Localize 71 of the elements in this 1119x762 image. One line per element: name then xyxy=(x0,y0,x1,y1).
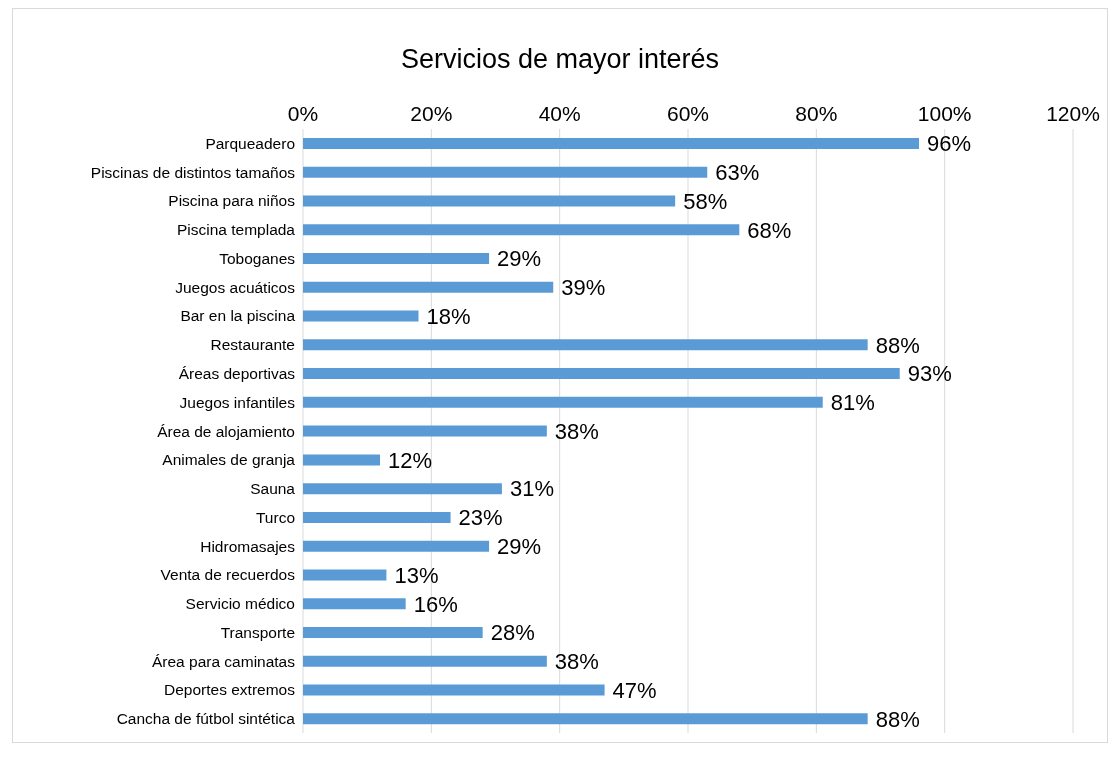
bar xyxy=(303,569,387,581)
y-tick-label: Área de alojamiento xyxy=(157,422,295,440)
data-label: 23% xyxy=(458,505,503,531)
bar xyxy=(303,483,502,495)
bar xyxy=(303,425,547,437)
x-tick-label: 60% xyxy=(666,102,710,125)
y-tick-label: Juegos acuáticos xyxy=(175,278,296,296)
bar xyxy=(303,224,740,236)
data-label: 38% xyxy=(554,418,599,444)
y-tick-label: Transporte xyxy=(220,623,295,641)
x-tick-label: 0% xyxy=(287,102,319,125)
bar xyxy=(303,655,547,667)
data-label: 13% xyxy=(394,562,439,588)
y-tick-label: Área para caminatas xyxy=(151,652,296,670)
y-tick-label: Toboganes xyxy=(219,249,296,267)
data-label: 29% xyxy=(497,533,542,559)
y-tick-label: Animales de granja xyxy=(162,451,296,469)
y-tick-label: Sauna xyxy=(250,480,296,498)
x-tick-label: 40% xyxy=(538,102,581,125)
data-label: 68% xyxy=(747,217,792,243)
bar xyxy=(303,339,868,351)
bar xyxy=(303,540,490,552)
y-tick-label: Piscinas de distintos tamaños xyxy=(90,163,296,181)
bar xyxy=(303,511,451,523)
y-tick-label: Restaurante xyxy=(210,336,295,354)
bar xyxy=(303,626,483,638)
y-tick-label: Parqueadero xyxy=(205,134,295,152)
data-label: 31% xyxy=(509,476,554,502)
x-tick-label: 100% xyxy=(917,102,972,125)
bar xyxy=(303,598,406,610)
x-tick-label: 80% xyxy=(795,102,838,125)
data-label: 88% xyxy=(875,332,920,358)
y-tick-label: Servicio médico xyxy=(185,595,295,613)
data-label: 28% xyxy=(490,620,535,646)
bar xyxy=(303,138,919,149)
bar xyxy=(303,368,900,380)
y-tick-label: Hidromasajes xyxy=(200,537,296,555)
bar xyxy=(303,281,554,293)
y-tick-label: Turco xyxy=(255,508,295,526)
data-label: 58% xyxy=(683,188,728,214)
bar xyxy=(303,310,419,322)
y-tick-label: Áreas deportivas xyxy=(178,364,296,382)
x-tick-label: 120% xyxy=(1046,102,1100,125)
bar xyxy=(303,253,490,265)
bar xyxy=(303,166,708,178)
y-tick-label: Bar en la piscina xyxy=(180,307,296,325)
chart-title: Servicios de mayor interés xyxy=(399,43,721,76)
data-label: 96% xyxy=(927,131,972,157)
y-tick-label: Juegos infantiles xyxy=(179,393,296,411)
y-tick-label: Venta de recuerdos xyxy=(160,566,296,584)
y-tick-label: Piscina templada xyxy=(176,221,296,239)
data-label: 29% xyxy=(497,246,542,272)
bar xyxy=(303,713,868,725)
bar xyxy=(303,396,823,408)
bar xyxy=(303,454,380,466)
data-label: 81% xyxy=(830,390,875,416)
data-label: 18% xyxy=(426,303,471,329)
x-tick-label: 20% xyxy=(410,102,453,125)
data-label: 39% xyxy=(561,275,606,301)
bar xyxy=(303,195,676,207)
y-tick-label: Deportes extremos xyxy=(164,681,296,699)
data-label: 38% xyxy=(554,649,599,675)
data-label: 16% xyxy=(413,591,458,617)
y-tick-label: Cancha de fútbol sintética xyxy=(116,710,296,728)
data-label: 63% xyxy=(715,160,760,186)
data-label: 88% xyxy=(875,706,920,732)
bar xyxy=(303,684,605,696)
data-label: 93% xyxy=(907,361,952,387)
data-label: 47% xyxy=(612,677,657,703)
data-label: 12% xyxy=(388,447,433,473)
y-tick-label: Piscina para niños xyxy=(168,192,296,210)
